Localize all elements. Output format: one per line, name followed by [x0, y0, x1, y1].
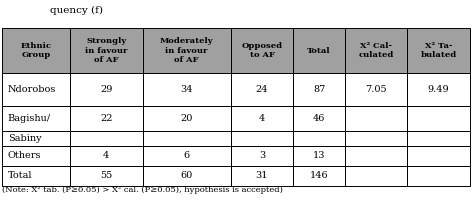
Text: Moderately
in favour
of AF: Moderately in favour of AF — [160, 37, 213, 64]
Bar — [345, 106, 407, 131]
Bar — [407, 28, 470, 73]
Bar — [143, 106, 231, 131]
Text: quency (f): quency (f) — [50, 6, 102, 15]
Text: 20: 20 — [180, 114, 193, 123]
Bar — [70, 73, 143, 106]
Bar — [293, 28, 345, 73]
Bar — [2, 146, 70, 166]
Bar — [407, 146, 470, 166]
Bar — [231, 166, 293, 186]
Text: Strongly
in favour
of AF: Strongly in favour of AF — [85, 37, 127, 64]
Bar — [70, 131, 143, 146]
Bar — [143, 146, 231, 166]
Bar — [345, 131, 407, 146]
Bar — [345, 146, 407, 166]
Text: 24: 24 — [256, 85, 268, 94]
Text: 29: 29 — [100, 85, 112, 94]
Bar — [407, 131, 470, 146]
Text: Total: Total — [307, 47, 331, 55]
Bar — [70, 166, 143, 186]
Bar — [2, 166, 70, 186]
Bar — [407, 166, 470, 186]
Text: Total: Total — [8, 171, 32, 180]
Text: 6: 6 — [184, 151, 190, 160]
Bar — [231, 131, 293, 146]
Text: X² Cal-
culated: X² Cal- culated — [359, 42, 394, 59]
Text: Ndorobos: Ndorobos — [8, 85, 56, 94]
Bar — [143, 131, 231, 146]
Bar — [231, 73, 293, 106]
Text: Others: Others — [8, 151, 41, 160]
Bar — [407, 106, 470, 131]
Bar — [231, 146, 293, 166]
Bar — [2, 131, 70, 146]
Text: 87: 87 — [313, 85, 325, 94]
Bar — [345, 166, 407, 186]
Text: 7.05: 7.05 — [365, 85, 387, 94]
Bar — [143, 28, 231, 73]
Bar — [143, 73, 231, 106]
Bar — [407, 73, 470, 106]
Text: 22: 22 — [100, 114, 112, 123]
Bar — [231, 28, 293, 73]
Text: 13: 13 — [313, 151, 325, 160]
Text: 31: 31 — [256, 171, 268, 180]
Bar — [345, 28, 407, 73]
Bar — [293, 73, 345, 106]
Bar — [293, 106, 345, 131]
Bar — [2, 106, 70, 131]
Text: 9.49: 9.49 — [428, 85, 449, 94]
Text: 3: 3 — [259, 151, 265, 160]
Bar — [143, 166, 231, 186]
Text: 46: 46 — [313, 114, 325, 123]
Bar — [293, 146, 345, 166]
Bar — [293, 166, 345, 186]
Text: Sabiny: Sabiny — [8, 134, 42, 143]
Text: X² Ta-
bulated: X² Ta- bulated — [421, 42, 456, 59]
Text: 34: 34 — [180, 85, 193, 94]
Text: (Note: X² tab. (P≥0.05) > X² cal. (P≥0.05), hypothesis is accepted): (Note: X² tab. (P≥0.05) > X² cal. (P≥0.0… — [2, 186, 283, 194]
Text: 4: 4 — [259, 114, 265, 123]
Text: Opposed
to AF: Opposed to AF — [241, 42, 283, 59]
Text: Bagishu/: Bagishu/ — [8, 114, 51, 123]
Bar — [70, 106, 143, 131]
Bar — [70, 146, 143, 166]
Text: Ethnic
Group: Ethnic Group — [21, 42, 51, 59]
Text: 4: 4 — [103, 151, 110, 160]
Bar — [345, 73, 407, 106]
Text: 60: 60 — [181, 171, 193, 180]
Bar — [70, 28, 143, 73]
Text: 55: 55 — [100, 171, 112, 180]
Text: 146: 146 — [310, 171, 329, 180]
Bar — [293, 131, 345, 146]
Bar — [2, 73, 70, 106]
Bar — [2, 28, 70, 73]
Bar — [231, 106, 293, 131]
